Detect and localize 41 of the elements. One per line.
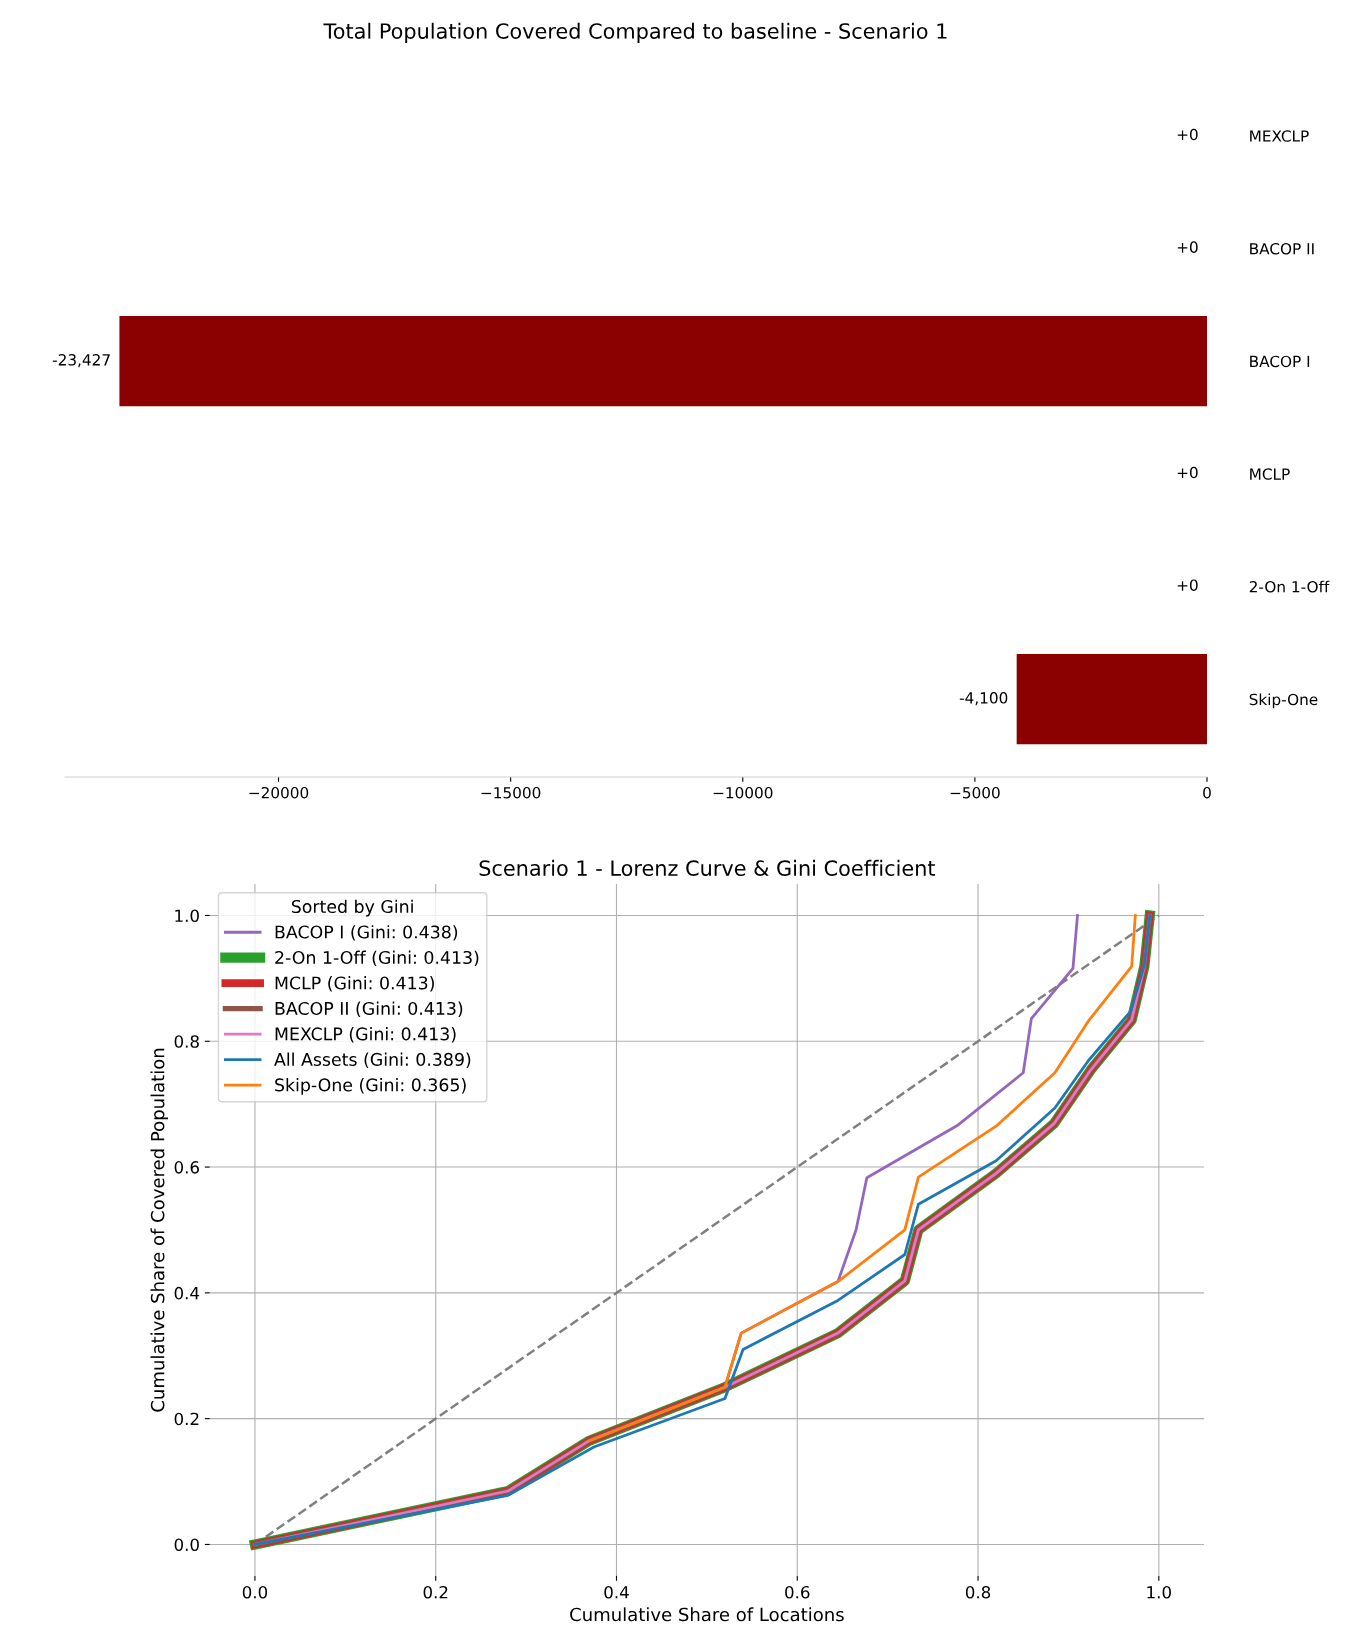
y-tick-label: 0.4: [174, 1286, 200, 1300]
legend-title: Sorted by Gini: [291, 899, 413, 917]
data-label: +0: [1177, 128, 1198, 141]
data-label: +0: [1177, 466, 1198, 479]
x-tick-label: −10000: [713, 786, 773, 799]
y-tick-label: BACOP I: [1250, 355, 1310, 368]
x-axis-title: Cumulative Share of Locations: [570, 1607, 844, 1622]
y-tick-label: BACOP II: [1250, 242, 1314, 255]
y-tick-label: 1.0: [175, 909, 199, 923]
chart-title: Total Population Covered Compared to baseline - Scenario 1: [323, 22, 947, 43]
legend-label: BACOP II (Gini: 0.413): [275, 1001, 463, 1018]
x-tick-label: −20000: [249, 786, 309, 799]
legend-label: 2-On 1-Off (Gini: 0.413): [275, 950, 479, 967]
y-tick-label: MCLP: [1250, 468, 1290, 480]
x-tick-label: 0.8: [965, 1585, 991, 1599]
y-axis-title: Cumulative Share of Covered Population: [150, 1048, 168, 1412]
y-tick-label: 0.6: [174, 1161, 199, 1174]
y-tick-label: MEXCLP: [1250, 130, 1309, 142]
x-tick-label: 0.2: [423, 1585, 448, 1599]
x-tick-label: −5000: [950, 786, 1000, 799]
x-tick-label: −15000: [481, 786, 541, 799]
y-tick-label: 0.8: [174, 1035, 199, 1048]
y-tick-label: 0.0: [174, 1538, 199, 1552]
legend-label: Skip-One (Gini: 0.365): [275, 1078, 466, 1095]
y-tick-label: 0.2: [174, 1412, 199, 1426]
x-tick-label: 0.6: [785, 1585, 810, 1599]
legend-label: MEXCLP (Gini: 0.413): [275, 1027, 456, 1043]
chart-title: Scenario 1 - Lorenz Curve & Gini Coefficient: [479, 859, 936, 876]
x-tick-label: 0: [1203, 786, 1211, 799]
x-tick-label: 1.0: [1147, 1585, 1171, 1599]
data-label: -23,427: [52, 354, 110, 368]
x-tick-label: 0.4: [604, 1585, 629, 1599]
legend-label: BACOP I (Gini: 0.438): [275, 925, 458, 941]
y-tick-label: 2-On 1-Off: [1249, 580, 1330, 593]
legend-label: MCLP (Gini: 0.413): [275, 976, 434, 992]
data-label: -4,100: [959, 692, 1008, 706]
y-tick-label: Skip-One: [1249, 693, 1318, 709]
legend-label: All Assets (Gini: 0.389): [274, 1052, 471, 1069]
x-tick-label: 0.0: [242, 1585, 268, 1599]
data-label: +0: [1177, 241, 1198, 253]
data-label: +0: [1177, 579, 1198, 591]
